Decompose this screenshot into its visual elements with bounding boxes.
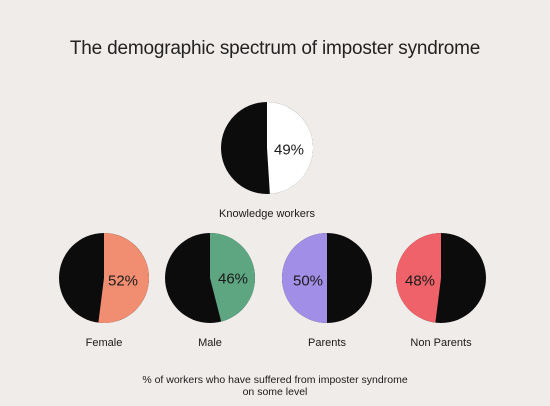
pie-value-label-non-parents: 48%: [404, 272, 436, 290]
pie-category-label-parents: Parents: [308, 337, 346, 349]
pie-category-label-knowledge-workers: Knowledge workers: [219, 208, 315, 220]
pie-value-label-parents: 50%: [292, 272, 324, 290]
pie-slice-value-parents: [282, 233, 327, 323]
footnote-line-2: on some level: [242, 386, 308, 398]
pie-value-label-male: 46%: [217, 270, 249, 288]
pie-svg-male: [165, 233, 256, 323]
pie-value-label-female: 52%: [107, 272, 139, 290]
pie-non-parents: [394, 231, 488, 325]
pie-category-label-male: Male: [198, 337, 222, 349]
pie-female: [57, 231, 151, 325]
chart-title: The demographic spectrum of imposter syn…: [69, 38, 481, 59]
pie-category-label-female: Female: [85, 337, 123, 349]
pie-svg-knowledge-workers: [221, 102, 314, 194]
pie-parents: [280, 231, 374, 325]
pie-svg-parents: [282, 233, 372, 323]
chart-footnote: % of workers who have suffered from impo…: [0, 374, 550, 398]
pie-slice-value-knowledge-workers: [267, 102, 314, 194]
pie-slice-value-male: [210, 233, 256, 322]
pie-slice-value-female: [98, 233, 149, 323]
footnote-line-1: % of workers who have suffered from impo…: [142, 374, 408, 386]
pie-svg-female: [59, 233, 149, 323]
pie-svg-non-parents: [395, 232, 486, 323]
pie-value-label-knowledge-workers: 49%: [273, 141, 305, 159]
pie-knowledge-workers: [219, 100, 315, 196]
pie-male: [163, 231, 257, 325]
pie-category-label-non-parents: Non Parents: [410, 337, 472, 349]
pie-slice-value-non-parents: [395, 232, 441, 323]
